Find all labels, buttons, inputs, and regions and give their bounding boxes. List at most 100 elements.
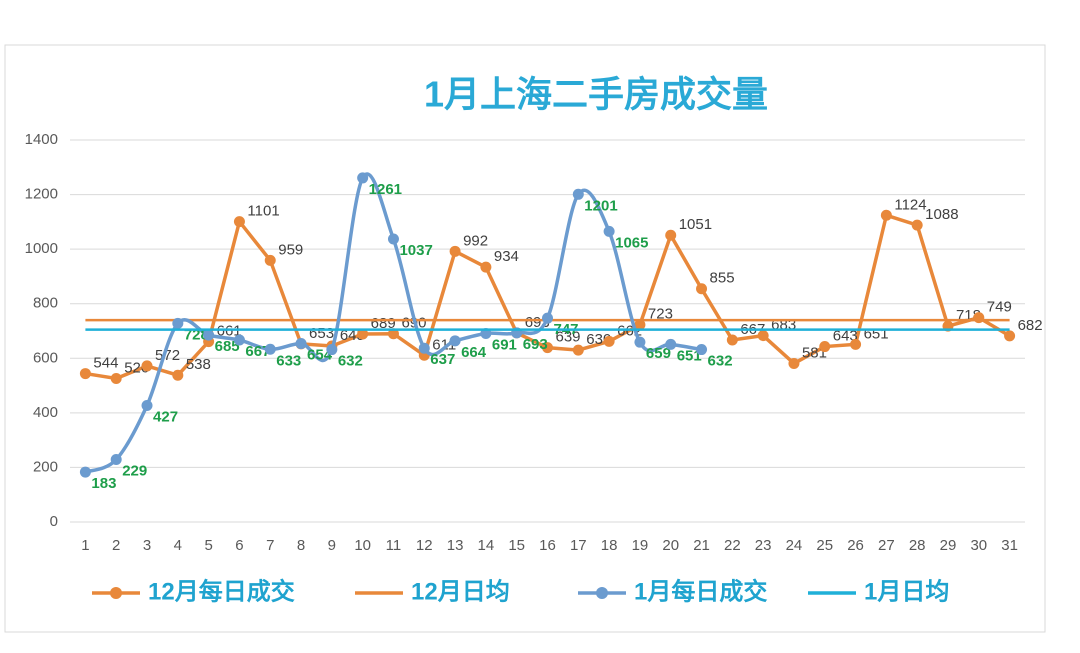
data-label: 639	[556, 329, 581, 346]
y-tick-label: 600	[33, 349, 58, 366]
data-point	[726, 334, 738, 346]
data-point	[326, 344, 338, 356]
x-tick-label: 18	[601, 537, 618, 554]
y-tick-label: 1200	[25, 186, 58, 203]
x-tick-label: 11	[386, 537, 402, 554]
x-tick-label: 22	[724, 537, 741, 554]
y-tick-label: 400	[33, 404, 58, 421]
x-tick-label: 16	[539, 537, 556, 554]
data-point	[603, 225, 615, 237]
data-point	[357, 328, 369, 340]
legend-label: 1月日均	[864, 577, 949, 605]
data-label: 685	[215, 338, 240, 355]
x-tick-label: 8	[297, 537, 305, 554]
data-label: 693	[523, 336, 548, 353]
data-point	[665, 229, 677, 241]
x-tick-label: 26	[847, 537, 864, 554]
data-point	[233, 216, 245, 228]
x-tick-label: 5	[204, 537, 212, 554]
data-point	[79, 368, 91, 380]
legend-label: 12月每日成交	[148, 577, 295, 605]
data-point	[634, 319, 646, 331]
data-point	[634, 336, 646, 348]
data-label: 654	[307, 347, 333, 364]
data-label: 427	[153, 408, 178, 425]
data-label: 664	[461, 344, 487, 361]
x-tick-label: 23	[755, 537, 772, 554]
data-label: 632	[338, 353, 363, 370]
data-label: 661	[217, 323, 242, 340]
data-point	[233, 334, 245, 346]
data-label: 538	[186, 356, 211, 373]
x-tick-label: 10	[354, 537, 371, 554]
data-label: 667	[245, 343, 270, 360]
x-tick-label: 24	[786, 537, 803, 554]
x-tick-label: 15	[508, 537, 525, 554]
data-label: 637	[430, 351, 455, 368]
data-point	[480, 261, 492, 273]
data-label: 1124	[894, 196, 926, 213]
data-label: 632	[708, 353, 733, 370]
x-tick-label: 2	[112, 537, 120, 554]
data-label: 1051	[679, 216, 712, 233]
x-tick-label: 30	[970, 537, 987, 554]
data-point	[172, 317, 184, 329]
data-label: 651	[677, 347, 702, 364]
x-tick-label: 12	[416, 537, 433, 554]
data-point	[665, 338, 677, 350]
legend-label: 1月每日成交	[634, 577, 767, 605]
data-point	[542, 342, 553, 354]
x-tick-label: 25	[816, 537, 833, 554]
data-label: 544	[93, 355, 118, 372]
x-tick-label: 17	[570, 537, 587, 554]
legend-marker	[596, 587, 608, 599]
data-label: 633	[276, 352, 301, 369]
data-point	[141, 399, 153, 411]
x-tick-label: 1	[81, 537, 89, 554]
data-point	[819, 341, 831, 353]
data-label: 643	[833, 328, 858, 345]
x-tick-label: 13	[447, 537, 464, 554]
data-label: 651	[864, 325, 889, 342]
x-tick-label: 7	[266, 537, 274, 554]
data-label: 653	[309, 325, 334, 342]
data-label: 691	[492, 336, 517, 353]
data-point	[542, 312, 553, 324]
data-label: 1037	[399, 242, 432, 259]
data-point	[449, 335, 461, 347]
data-point	[418, 342, 430, 354]
x-tick-label: 21	[693, 537, 710, 554]
data-label: 1261	[369, 181, 402, 198]
x-tick-label: 31	[1001, 537, 1018, 554]
data-label: 855	[710, 270, 735, 287]
x-tick-label: 9	[328, 537, 336, 554]
data-label: 1065	[615, 234, 648, 251]
data-label: 1088	[925, 206, 958, 223]
data-point	[203, 329, 215, 341]
data-point	[1004, 330, 1016, 342]
data-point	[788, 357, 800, 369]
x-tick-label: 28	[909, 537, 926, 554]
y-tick-label: 0	[50, 513, 58, 530]
data-point	[264, 343, 276, 355]
data-point	[973, 312, 985, 324]
data-point	[603, 335, 615, 347]
x-tick-label: 27	[878, 537, 895, 554]
data-label: 1201	[584, 197, 617, 214]
data-label: 992	[463, 232, 488, 249]
y-tick-label: 1000	[25, 240, 58, 257]
data-label: 934	[494, 248, 519, 265]
x-tick-label: 14	[478, 537, 495, 554]
legend-label: 12月日均	[411, 577, 510, 605]
data-point	[79, 466, 91, 478]
data-label: 1101	[247, 203, 279, 220]
data-point	[387, 328, 399, 340]
data-point	[387, 233, 399, 245]
y-tick-label: 800	[33, 295, 58, 312]
data-point	[449, 245, 461, 257]
data-point	[357, 172, 369, 184]
data-label: 749	[987, 299, 1012, 316]
x-tick-label: 3	[143, 537, 151, 554]
data-label: 723	[648, 306, 673, 323]
